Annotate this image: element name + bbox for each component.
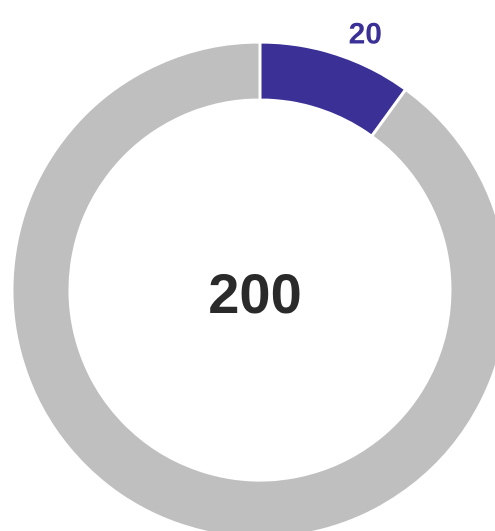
center-total: 200 xyxy=(208,262,301,325)
value-label: 20 xyxy=(349,17,382,50)
donut-segment xyxy=(10,40,495,531)
